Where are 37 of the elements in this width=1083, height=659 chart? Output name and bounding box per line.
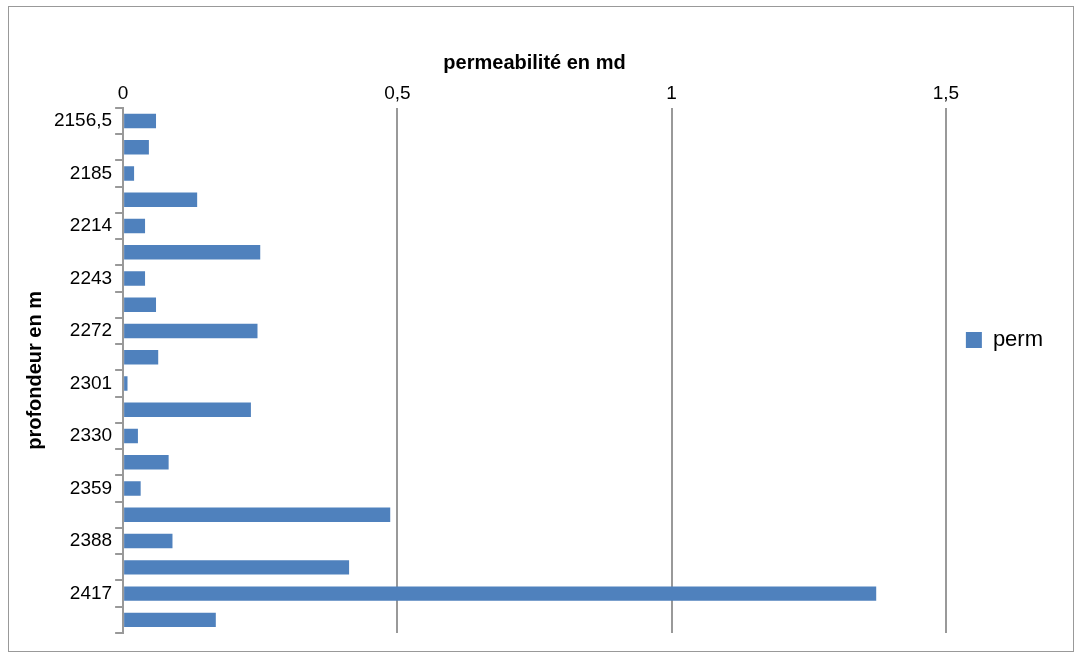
x-tick-label: 0,5	[384, 81, 411, 103]
x-tick-label: 1	[666, 81, 677, 103]
y-tick-label: 2214	[69, 214, 113, 236]
bar	[124, 612, 216, 628]
y-tick-label: 2330	[69, 424, 113, 446]
bar	[124, 245, 261, 260]
x-tick-label: 0	[117, 81, 129, 103]
y-tick-label: 2301	[69, 371, 113, 393]
y-tick-label: 2243	[69, 266, 113, 288]
y-axis-title: profondeur en m	[22, 290, 45, 450]
bar	[124, 271, 146, 286]
bar	[124, 192, 198, 207]
y-tick-label: 2417	[69, 581, 113, 603]
bar	[124, 533, 173, 549]
bar	[124, 166, 135, 181]
bar	[124, 455, 169, 470]
bar	[124, 297, 157, 312]
y-tick-label: 2156,5	[53, 109, 113, 131]
y-tick-label: 2388	[69, 529, 113, 551]
bar	[124, 218, 146, 234]
y-tick-label: 2185	[69, 161, 113, 183]
bar	[124, 428, 138, 444]
x-axis-title: permeabilité en md	[443, 50, 626, 73]
bar	[124, 481, 141, 496]
legend-label: perm	[992, 326, 1043, 352]
bar	[124, 350, 159, 365]
bar	[124, 139, 149, 155]
bar	[124, 113, 157, 129]
y-tick-label: 2359	[69, 476, 113, 498]
bar	[124, 376, 128, 391]
bar	[124, 586, 877, 601]
bar	[124, 402, 251, 418]
y-tick-label: 2272	[69, 319, 113, 341]
x-tick-label: 1,5	[932, 81, 960, 103]
bar	[124, 507, 391, 523]
bar	[124, 560, 350, 575]
bar	[124, 323, 258, 339]
